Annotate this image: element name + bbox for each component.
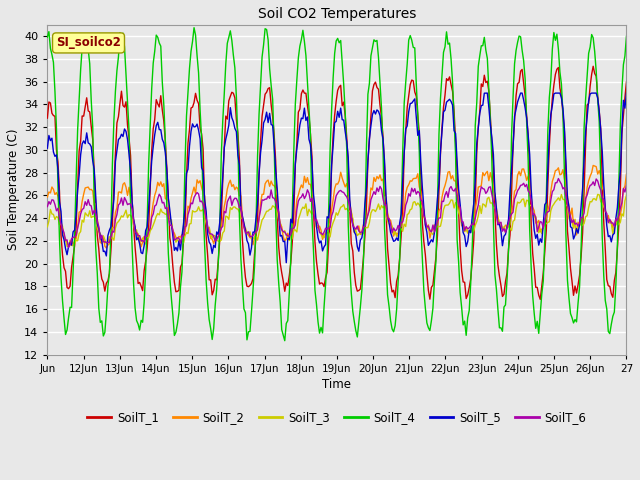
SoilT_2 <box>621 183 628 189</box>
SoilT_5 <box>621 105 628 111</box>
SoilT_6 <box>623 182 630 188</box>
SoilT_3 <box>63 243 71 249</box>
SoilT_6 <box>63 237 71 243</box>
SoilT_3 <box>621 198 628 204</box>
SoilT_2 <box>63 240 71 245</box>
SoilT_1 <box>589 63 597 69</box>
SoilT_2 <box>44 194 51 200</box>
SoilT_6 <box>83 203 90 208</box>
SoilT_5 <box>545 133 553 139</box>
Title: Soil CO2 Temperatures: Soil CO2 Temperatures <box>258 7 416 21</box>
SoilT_1 <box>623 79 630 85</box>
SoilT_1 <box>341 113 349 119</box>
SoilT_2 <box>623 171 630 177</box>
Line: SoilT_1: SoilT_1 <box>47 66 627 300</box>
SoilT_2 <box>544 207 552 213</box>
SoilT_3 <box>458 220 465 226</box>
SoilT_4 <box>281 338 289 344</box>
SoilT_1 <box>536 297 544 302</box>
Line: SoilT_5: SoilT_5 <box>47 93 627 263</box>
SoilT_4 <box>545 95 553 100</box>
SoilT_3 <box>343 205 351 211</box>
SoilT_5 <box>282 260 290 265</box>
SoilT_6 <box>44 204 51 209</box>
SoilT_4 <box>623 34 630 39</box>
Line: SoilT_3: SoilT_3 <box>47 194 627 246</box>
SoilT_5 <box>623 90 630 96</box>
SoilT_6 <box>621 189 628 195</box>
SoilT_5 <box>63 252 71 258</box>
Y-axis label: Soil Temperature (C): Soil Temperature (C) <box>7 129 20 251</box>
SoilT_4 <box>344 222 352 228</box>
SoilT_5 <box>458 216 465 222</box>
SoilT_6 <box>554 176 562 181</box>
SoilT_4 <box>81 37 89 43</box>
SoilT_5 <box>482 90 490 96</box>
SoilT_4 <box>460 322 467 328</box>
SoilT_2 <box>81 185 89 191</box>
SoilT_3 <box>44 224 51 229</box>
SoilT_1 <box>44 115 51 121</box>
SoilT_2 <box>102 245 110 251</box>
SoilT_1 <box>456 245 464 251</box>
SoilT_2 <box>458 223 465 228</box>
SoilT_5 <box>81 141 89 146</box>
SoilT_2 <box>343 180 351 186</box>
SoilT_3 <box>623 192 630 198</box>
SoilT_1 <box>63 285 71 290</box>
Line: SoilT_4: SoilT_4 <box>47 28 627 341</box>
SoilT_6 <box>458 218 465 224</box>
X-axis label: Time: Time <box>323 378 351 391</box>
SoilT_4 <box>621 53 628 59</box>
SoilT_1 <box>621 95 628 101</box>
SoilT_4 <box>63 327 71 333</box>
SoilT_5 <box>44 145 51 151</box>
SoilT_1 <box>81 104 89 110</box>
SoilT_6 <box>65 244 72 250</box>
Line: SoilT_2: SoilT_2 <box>47 166 627 248</box>
SoilT_3 <box>594 192 602 197</box>
Text: SI_soilco2: SI_soilco2 <box>56 36 121 49</box>
SoilT_1 <box>544 182 552 188</box>
SoilT_4 <box>44 34 51 40</box>
SoilT_2 <box>589 163 597 168</box>
SoilT_3 <box>65 243 72 249</box>
SoilT_6 <box>544 209 552 215</box>
SoilT_6 <box>343 194 351 200</box>
SoilT_3 <box>544 219 552 225</box>
SoilT_5 <box>343 139 351 144</box>
Line: SoilT_6: SoilT_6 <box>47 179 627 247</box>
Legend: SoilT_1, SoilT_2, SoilT_3, SoilT_4, SoilT_5, SoilT_6: SoilT_1, SoilT_2, SoilT_3, SoilT_4, Soil… <box>83 407 591 429</box>
SoilT_3 <box>83 212 90 218</box>
SoilT_4 <box>190 25 198 31</box>
